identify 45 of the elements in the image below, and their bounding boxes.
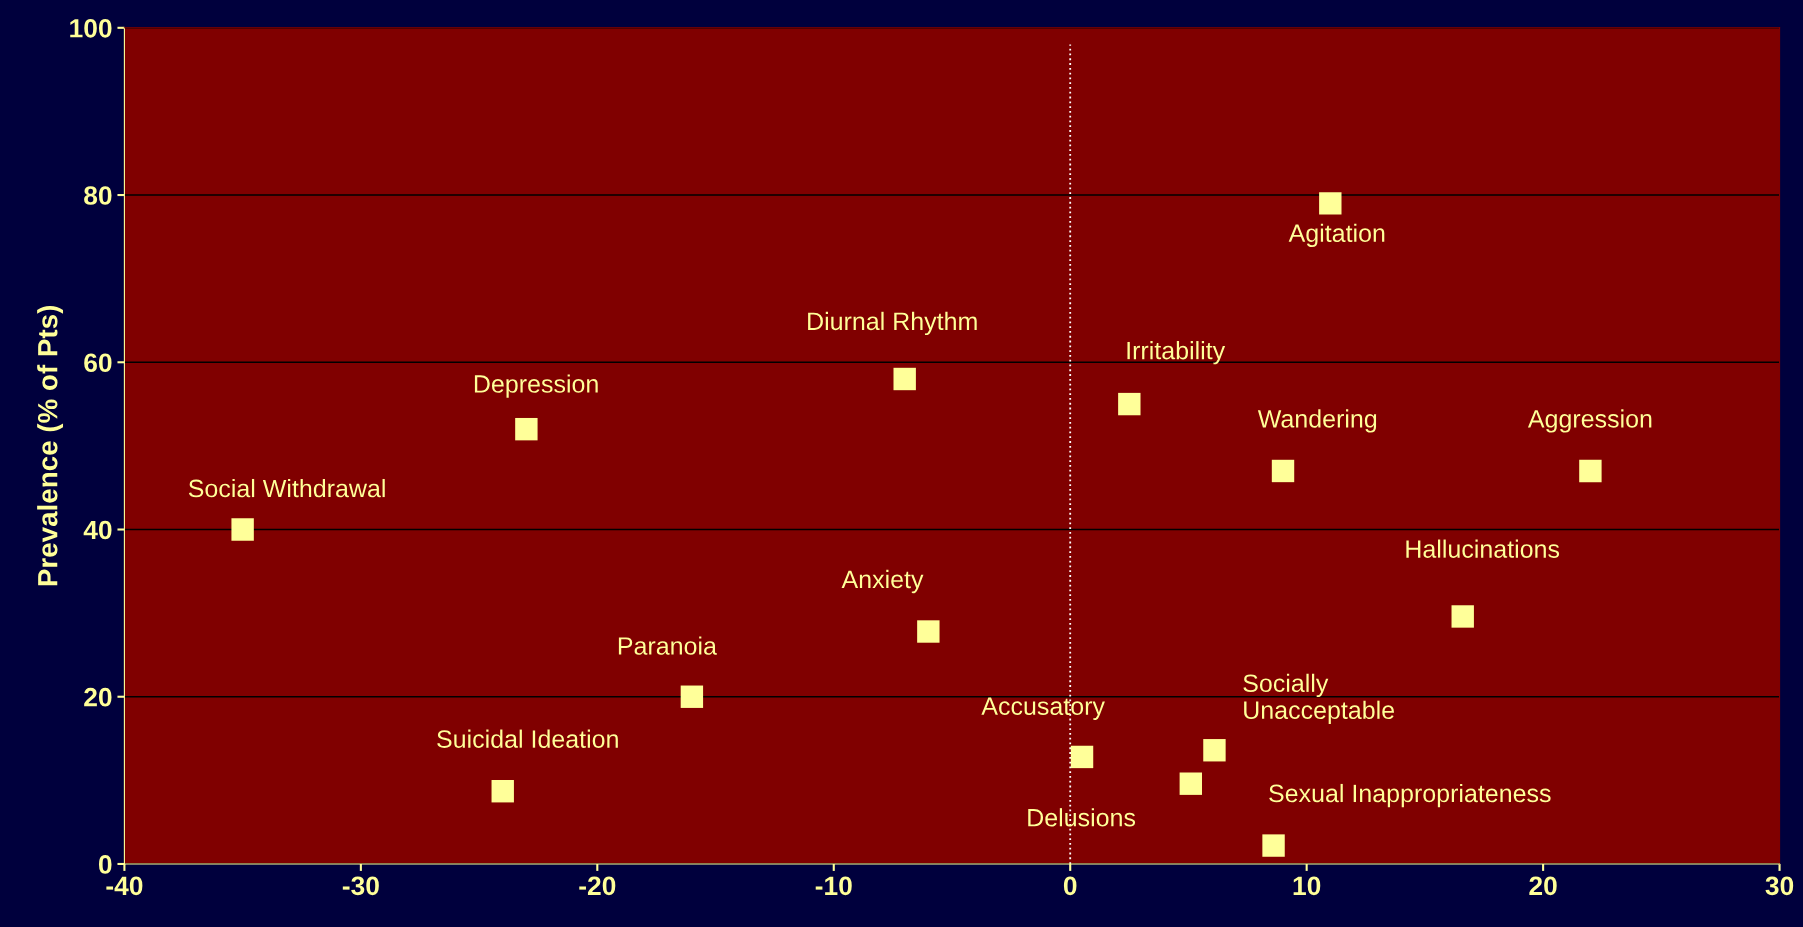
point (491, 780, 514, 803)
annotation: Wandering (1257, 409, 1377, 433)
x-tick-label: -10 (815, 876, 852, 896)
y-tick-label: 100 (70, 18, 112, 38)
x-tick-label: -20 (579, 876, 616, 896)
annotation: Aggression (1527, 409, 1652, 433)
annotation: Delusions (1028, 808, 1136, 827)
annotation: Agitation (1288, 223, 1385, 247)
x-tick-label: 10 (1293, 876, 1321, 896)
annotation: Social Withdrawal (188, 478, 385, 498)
annotation: Socially Unacceptable (1243, 673, 1394, 724)
y-tick-label: 0 (98, 855, 112, 874)
y-axis-title: Prevalence (% of Pts) (37, 306, 64, 586)
y-tick-label: 20 (84, 687, 112, 707)
point (1070, 745, 1094, 769)
y-tick-label: 60 (84, 353, 112, 373)
x-tick-label: -40 (106, 876, 143, 896)
point (1203, 739, 1226, 762)
y-tick-label: 80 (84, 186, 112, 205)
annotation: Anxiety (841, 569, 924, 594)
point (1579, 459, 1602, 483)
point (917, 620, 940, 643)
point (1179, 772, 1202, 795)
annotation: Accusatory (981, 697, 1105, 720)
x-tick-label: 20 (1529, 876, 1557, 896)
point (1118, 392, 1141, 416)
point (1319, 192, 1342, 215)
point (893, 367, 916, 391)
x-tick-label: 30 (1765, 876, 1794, 896)
x-tick-label: 0 (1063, 876, 1077, 896)
annotation: Suicidal Ideation (437, 729, 618, 748)
point (515, 417, 538, 441)
point (1451, 605, 1474, 628)
annotation: Irritability (1127, 341, 1226, 365)
annotation: Depression (474, 374, 598, 398)
annotation: Paranoia (618, 636, 717, 655)
point (1262, 834, 1285, 857)
annotation: Diurnal Rhythm (808, 311, 977, 336)
point (680, 685, 704, 708)
x-tick-label: -30 (342, 876, 379, 896)
point (1271, 459, 1295, 483)
annotation: Hallucinations (1406, 539, 1560, 558)
y-tick-label: 40 (83, 520, 112, 540)
annotation: Sexual Inappropriateness (1269, 783, 1551, 808)
point (231, 518, 254, 541)
